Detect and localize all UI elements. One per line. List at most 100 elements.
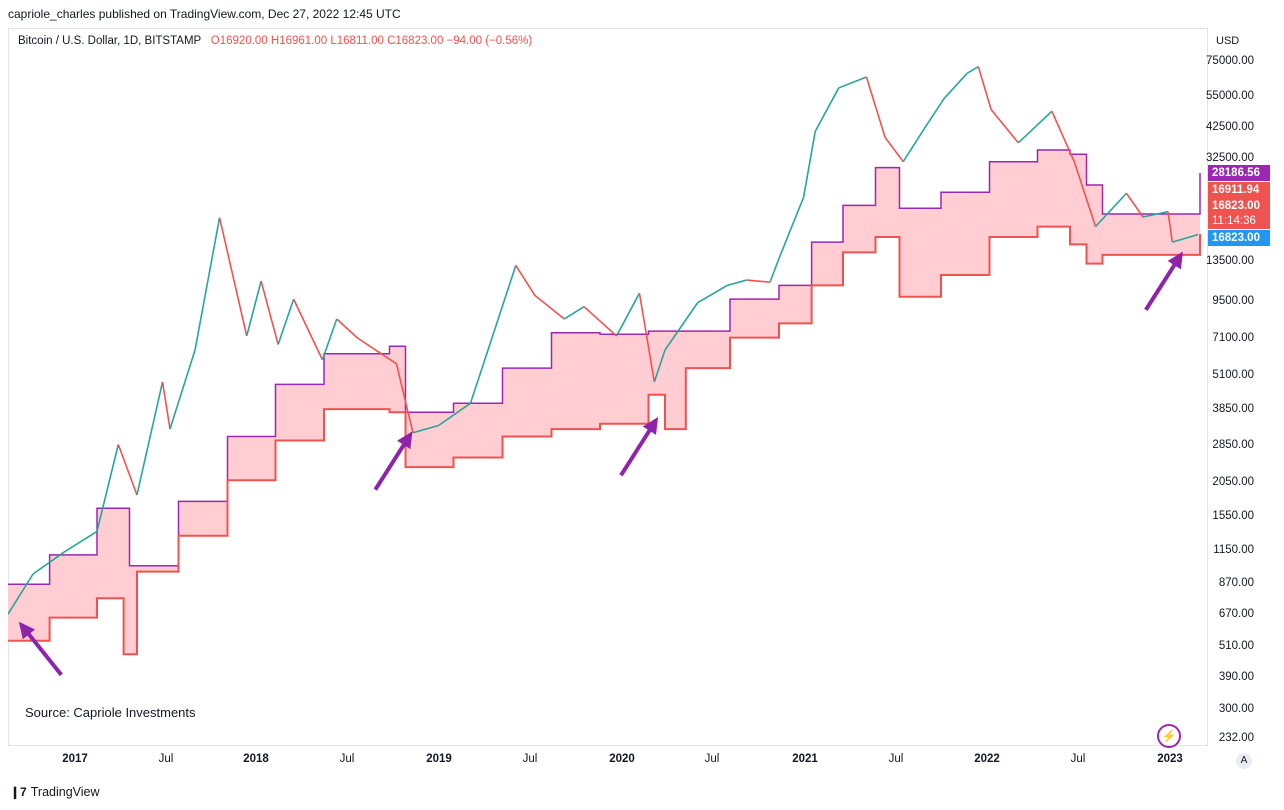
price-segment bbox=[412, 424, 439, 434]
price-segment bbox=[838, 76, 867, 89]
annotation-arrowhead bbox=[1167, 251, 1183, 270]
price-segment bbox=[902, 127, 926, 163]
time-label: 2022 bbox=[974, 753, 1000, 765]
footer-bar: ❙7 TradingView bbox=[0, 776, 1284, 810]
tradingview-logo[interactable]: ❙7 TradingView bbox=[10, 785, 100, 799]
chart-frame[interactable] bbox=[8, 28, 1208, 746]
price-segment bbox=[1051, 110, 1075, 163]
price-segment bbox=[814, 87, 840, 132]
price-tick: 42500.00 bbox=[1206, 121, 1254, 133]
price-segment bbox=[136, 381, 164, 496]
price-axis[interactable]: USD 75000.00 55000.00 42500.00 32500.00 … bbox=[1206, 28, 1284, 746]
price-segment bbox=[653, 349, 666, 383]
price-segment bbox=[778, 197, 805, 259]
price-segment bbox=[977, 66, 992, 110]
price-segment bbox=[943, 72, 968, 99]
annotation-arrowhead bbox=[397, 431, 413, 450]
countdown-tag: 11:14:36 bbox=[1208, 213, 1270, 229]
lightning-icon[interactable]: ⚡ bbox=[1157, 724, 1181, 748]
time-label: 2017 bbox=[62, 753, 88, 765]
time-label: Jul bbox=[522, 753, 538, 765]
band-fill bbox=[8, 150, 1200, 655]
price-segment bbox=[697, 284, 728, 304]
price-tick: 2050.00 bbox=[1212, 476, 1254, 488]
price-segment bbox=[277, 298, 295, 345]
price-segment bbox=[161, 381, 171, 430]
lower-band-line bbox=[8, 225, 1201, 656]
price-segment bbox=[923, 97, 945, 129]
price-segment bbox=[966, 66, 979, 74]
annotation-arrowhead bbox=[18, 621, 36, 640]
price-segment bbox=[395, 363, 414, 433]
price-segment bbox=[218, 217, 248, 337]
price-tick: 1150.00 bbox=[1213, 544, 1254, 556]
time-label: Jul bbox=[339, 753, 355, 765]
price-segment bbox=[336, 318, 358, 339]
time-label: 2019 bbox=[426, 753, 452, 765]
time-label: Jul bbox=[158, 753, 174, 765]
price-segment bbox=[1017, 110, 1053, 144]
price-tick: 390.00 bbox=[1218, 671, 1254, 683]
price-segment bbox=[534, 294, 565, 320]
tradingview-logo-icon: ❙7 bbox=[10, 785, 27, 799]
price-segment bbox=[469, 265, 517, 404]
price-tick: 232.00 bbox=[1218, 732, 1254, 744]
price-segment bbox=[746, 279, 771, 283]
lower-band-price-tag: 16911.94 bbox=[1208, 182, 1270, 198]
price-segment bbox=[8, 573, 34, 615]
price-segment bbox=[194, 217, 221, 351]
price-tick: 7100.00 bbox=[1212, 332, 1254, 344]
time-label: Jul bbox=[888, 753, 904, 765]
price-tick: 510.00 bbox=[1218, 640, 1254, 652]
price-segment bbox=[32, 551, 65, 575]
price-segment bbox=[1142, 210, 1169, 218]
symbol-name: Bitcoin / U.S. Dollar, 1D, BITSTAMP bbox=[18, 35, 202, 47]
price-segment bbox=[117, 444, 138, 496]
price-segment bbox=[292, 298, 324, 361]
price-segment bbox=[802, 131, 817, 198]
price-tick: 75000.00 bbox=[1206, 55, 1254, 67]
symbol-legend[interactable]: Bitcoin / U.S. Dollar, 1D, BITSTAMP O169… bbox=[18, 35, 532, 47]
upper-band-price-tag: 28186.56 bbox=[1208, 165, 1270, 181]
price-segment bbox=[990, 108, 1019, 144]
time-label: Jul bbox=[1070, 753, 1086, 765]
price-tick: 670.00 bbox=[1218, 608, 1254, 620]
price-segment bbox=[169, 349, 196, 430]
price-segment bbox=[1073, 161, 1097, 227]
price-segment bbox=[1094, 192, 1128, 228]
price-chart[interactable] bbox=[8, 28, 1208, 746]
price-segment bbox=[438, 402, 471, 427]
source-note: Source: Capriole Investments bbox=[25, 705, 196, 720]
price-segment bbox=[321, 318, 338, 360]
published-info: capriole_charles published on TradingVie… bbox=[8, 7, 401, 21]
price-tick: 9500.00 bbox=[1212, 295, 1254, 307]
auto-scale-button[interactable]: A bbox=[1236, 753, 1252, 769]
price-tick: 32500.00 bbox=[1206, 152, 1254, 164]
annotation-arrowhead bbox=[642, 416, 659, 435]
tradingview-logo-text: TradingView bbox=[30, 785, 100, 799]
price-segment bbox=[356, 336, 397, 365]
time-label: Jul bbox=[704, 753, 720, 765]
price-segment bbox=[1172, 233, 1199, 243]
price-segment bbox=[664, 302, 699, 351]
ohlc-values: O16920.00 H16961.00 L16811.00 C16823.00 … bbox=[210, 35, 533, 47]
time-axis[interactable]: 2017 Jul 2018 Jul 2019 Jul 2020 Jul 2021… bbox=[8, 746, 1208, 774]
price-tick: 55000.00 bbox=[1206, 90, 1254, 102]
time-label: 2021 bbox=[792, 753, 818, 765]
price-tick: 870.00 bbox=[1218, 577, 1254, 589]
close-price-tag: 16823.00 bbox=[1208, 230, 1270, 246]
price-segment bbox=[727, 279, 747, 287]
price-tick: 13500.00 bbox=[1206, 255, 1254, 267]
price-segment bbox=[1167, 211, 1174, 243]
time-label: 2020 bbox=[609, 753, 635, 765]
price-segment bbox=[865, 76, 886, 138]
price-segment bbox=[638, 293, 656, 383]
price-segment bbox=[96, 444, 120, 532]
price-segment bbox=[583, 306, 618, 337]
time-label: 2023 bbox=[1157, 753, 1183, 765]
price-segment bbox=[769, 258, 780, 283]
price-tick: 3850.00 bbox=[1212, 403, 1254, 415]
price-tick: 300.00 bbox=[1218, 703, 1254, 715]
price-segment bbox=[615, 292, 641, 337]
price-segment bbox=[515, 264, 536, 296]
